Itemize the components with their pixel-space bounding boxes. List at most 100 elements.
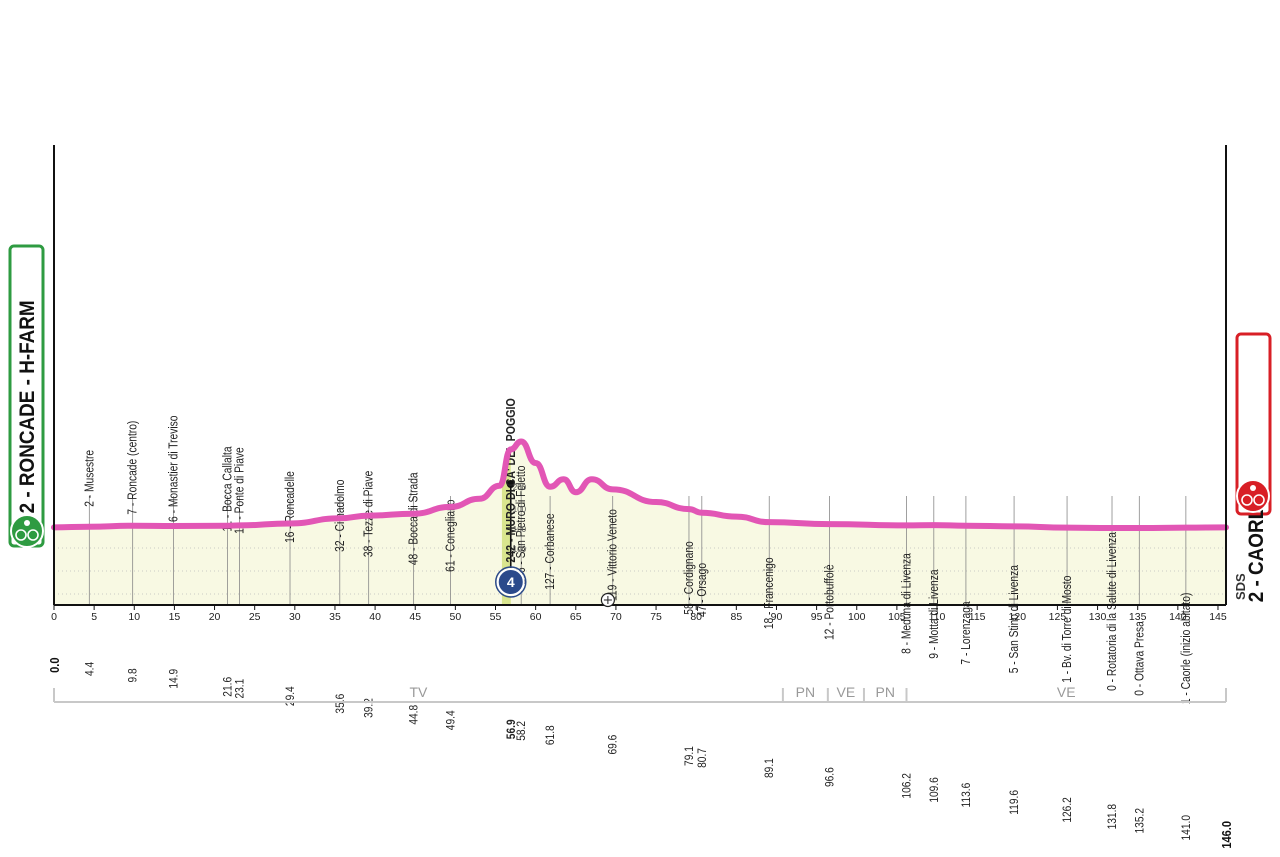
- waypoint-km-label: 9.8: [127, 668, 140, 682]
- x-tick-label: 20: [209, 611, 221, 623]
- x-tick-label: 95: [811, 611, 823, 623]
- start-km-label: 0.0: [47, 657, 62, 673]
- climb-category-badge: [496, 568, 525, 596]
- start-label: 2 - RONCADE - H-FARM: [16, 300, 39, 513]
- waypoint-km-label: 69.6: [607, 735, 620, 755]
- brand-logo: SDS: [1233, 573, 1248, 600]
- x-tick-label: 55: [490, 611, 502, 623]
- altitude-scale-label: 100: [513, 505, 527, 514]
- waypoint-label: 1 - Caorle (inizio abitato): [1180, 592, 1193, 704]
- waypoint-km-label: 113.6: [960, 783, 973, 808]
- x-tick-label: 10: [128, 611, 140, 623]
- waypoint-km-label: 58.2: [515, 721, 528, 741]
- x-tick-label: 45: [409, 611, 421, 623]
- x-tick-label: 25: [249, 611, 261, 623]
- x-tick-label: 115: [969, 611, 986, 623]
- climb-category-label: 4: [507, 574, 515, 590]
- province-label: PN: [876, 684, 895, 700]
- x-tick-label: 50: [450, 611, 462, 623]
- start-icon-wheel: [27, 529, 39, 541]
- altitude-scale-label: 200: [513, 483, 527, 492]
- province-label: VE: [837, 684, 856, 700]
- waypoint-km-label: 35.6: [334, 694, 347, 714]
- x-tick-label: 5: [91, 611, 97, 623]
- waypoint-label: 16 - Roncadelle: [284, 471, 297, 543]
- profile-line: [51, 438, 1229, 531]
- waypoint-km-label: 141.0: [1180, 815, 1193, 841]
- province-label: PN: [796, 684, 815, 700]
- province-label: VE: [1057, 684, 1076, 700]
- waypoint-label: 5 - San Stino di Livenza: [1008, 564, 1021, 673]
- waypoint-km-label: 109.6: [928, 777, 941, 803]
- x-tick-label: 90: [771, 611, 783, 623]
- waypoint-label: 6 - Monastier di Treviso: [168, 416, 181, 522]
- x-tick-label: 35: [329, 611, 341, 623]
- x-tick-label: 0: [51, 611, 57, 623]
- waypoint-label: 242 - MURO DI CA' DEL POGGIO: [503, 398, 518, 562]
- waypoint-km-label: 14.9: [168, 669, 181, 689]
- waypoint-km-label: 89.1: [764, 758, 777, 778]
- waypoint-label: 11 - Bocca Callalta: [222, 446, 235, 532]
- waypoint-label: 266 - San Pietro di Feletto: [515, 466, 528, 585]
- x-tick-label: 15: [169, 611, 181, 623]
- waypoint-label: 61 - Conegliano: [445, 499, 458, 571]
- x-tick-label: 65: [570, 611, 582, 623]
- finish-km-label: 146.0: [1219, 821, 1234, 849]
- waypoint-km-label: 106.2: [901, 773, 914, 799]
- waypoint-km-label: 80.7: [696, 748, 709, 768]
- waypoint-label: 7 - Lorenzaga: [960, 601, 973, 665]
- x-tick-label: 100: [848, 611, 866, 623]
- x-tick-label: 105: [888, 611, 906, 623]
- x-tick-label: 130: [1089, 611, 1107, 623]
- waypoint-label: 0 - Ottava Presa: [1133, 621, 1146, 696]
- waypoint-label: 48 - Bocca di Strada: [408, 472, 421, 565]
- x-tick-label: 85: [730, 611, 742, 623]
- waypoint-label: 10 - Ponte di Piave: [234, 447, 247, 534]
- finish-icon-rider: [1250, 485, 1256, 491]
- x-tick-label: 70: [610, 611, 622, 623]
- waypoint-km-label: 126.2: [1061, 797, 1074, 823]
- x-tick-label: 140: [1169, 611, 1187, 623]
- waypoint-km-label: 119.6: [1008, 790, 1021, 815]
- waypoint-km-label: 96.6: [824, 767, 837, 787]
- waypoint-km-label: 61.8: [544, 725, 557, 745]
- waypoint-km-label: 39.2: [363, 698, 376, 718]
- province-label: TV: [409, 684, 428, 700]
- x-tick-label: 110: [929, 611, 946, 623]
- waypoint-label: 47 - Orsago: [696, 563, 709, 617]
- climb-gradient-area: [501, 449, 511, 605]
- finish-icon-wheel: [1253, 494, 1265, 506]
- waypoint-km-label: 56.9: [505, 719, 518, 739]
- altitude-scale-label: 100: [513, 525, 527, 534]
- summit-marker-dot: [506, 480, 515, 488]
- waypoint-label: 8 - Meduna di Livenza: [901, 553, 914, 654]
- waypoint-km-label: 21.6: [222, 677, 235, 697]
- waypoint-label: 127 - Corbanese: [544, 513, 557, 589]
- waypoint-label: 12 - Portobuffolè: [824, 564, 837, 640]
- x-tick-label: 40: [369, 611, 381, 623]
- waypoint-label: 7 - Roncade (centro): [127, 420, 140, 514]
- waypoint-km-label: 131.8: [1106, 804, 1119, 830]
- x-tick-label: 75: [650, 611, 662, 623]
- waypoint-label: 119 - Vittorio Veneto: [607, 509, 620, 601]
- x-tick-label: 125: [1049, 611, 1067, 623]
- waypoint-km-label: 23.1: [234, 679, 247, 699]
- waypoint-km-label: 135.2: [1134, 808, 1147, 834]
- waypoint-label: 9 - Motta di Livenza: [928, 569, 941, 659]
- x-tick-label: 30: [289, 611, 301, 623]
- x-tick-label: 135: [1129, 611, 1147, 623]
- start-icon-wheel: [15, 529, 27, 541]
- x-tick-label: 120: [1009, 611, 1027, 623]
- waypoint-label: 2 - Musestre: [83, 450, 96, 507]
- climb-category-badge-ring: [495, 566, 527, 598]
- altitude-scale-label: 100: [513, 545, 527, 554]
- waypoint-km-label: 44.8: [408, 705, 421, 725]
- waypoint-km-label: 49.4: [445, 710, 458, 730]
- start-icon-rider: [24, 520, 30, 526]
- finish-icon: [1236, 479, 1270, 513]
- waypoint-label: 1 - Bv. di Torre di Mosto: [1061, 576, 1074, 683]
- waypoint-km-label: 4.4: [84, 662, 97, 676]
- x-tick-label: 145: [1209, 611, 1227, 623]
